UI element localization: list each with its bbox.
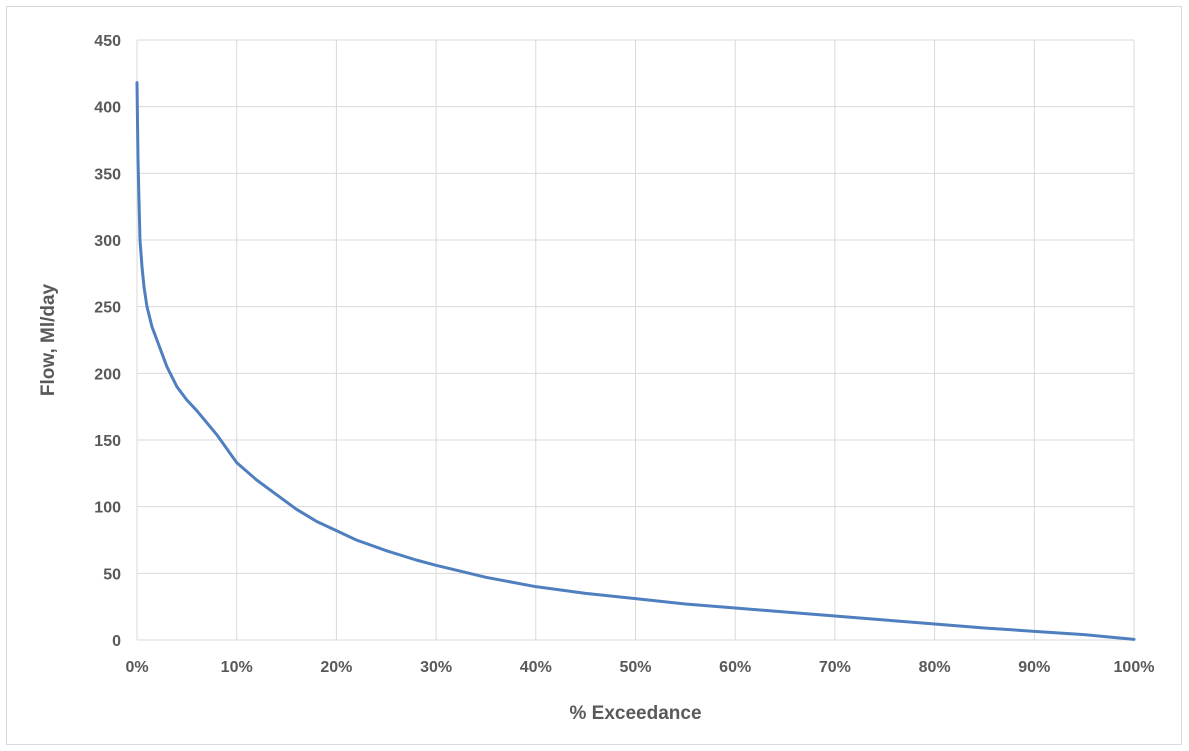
x-tick-label: 100%: [1114, 659, 1155, 676]
x-tick-label: 40%: [520, 659, 552, 676]
chart-frame: 0 50 100 150 200 250 300 350 400 450 0% 10% 20% 30% 4…: [6, 6, 1182, 745]
x-tick-label: 90%: [1018, 659, 1050, 676]
flow-duration-chart: 0 50 100 150 200 250 300 350 400 450 0% 10% 20% 30% 4…: [38, 33, 1154, 724]
y-tick-label: 200: [94, 366, 121, 383]
x-axis-title: % Exceedance: [569, 703, 701, 724]
x-axis-ticks: 0% 10% 20% 30% 40% 50% 60% 70% 80% 90% 100%: [125, 659, 1154, 676]
x-tick-label: 30%: [420, 659, 452, 676]
y-tick-label: 150: [94, 433, 121, 450]
x-tick-label: 70%: [819, 659, 851, 676]
x-tick-label: 0%: [125, 659, 148, 676]
gridlines: [136, 39, 1135, 641]
y-tick-label: 0: [112, 633, 121, 650]
y-tick-label: 50: [103, 566, 121, 583]
y-tick-label: 300: [94, 233, 121, 250]
x-tick-label: 80%: [919, 659, 951, 676]
y-axis-ticks: 0 50 100 150 200 250 300 350 400 450: [94, 33, 121, 650]
y-tick-label: 250: [94, 300, 121, 317]
y-tick-label: 350: [94, 166, 121, 183]
x-tick-label: 10%: [221, 659, 253, 676]
x-tick-label: 50%: [619, 659, 651, 676]
x-tick-label: 20%: [320, 659, 352, 676]
y-tick-label: 100: [94, 500, 121, 517]
y-tick-label: 400: [94, 100, 121, 117]
x-tick-label: 60%: [719, 659, 751, 676]
series-layer: [135, 81, 1136, 641]
y-tick-label: 450: [94, 33, 121, 50]
y-axis-title: Flow, Ml/day: [38, 283, 59, 396]
series-line-0: [135, 81, 1136, 641]
